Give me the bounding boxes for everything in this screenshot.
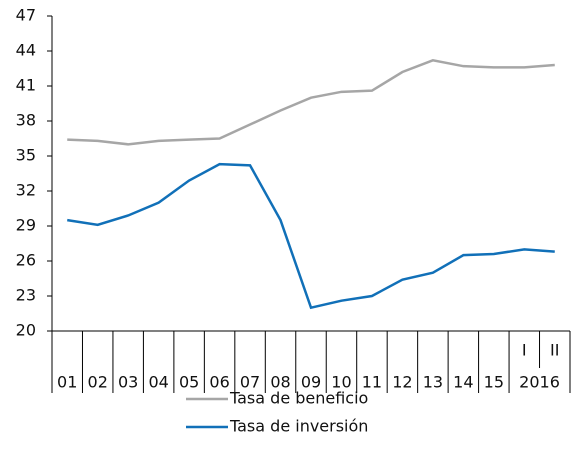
x-tick-label: 10 xyxy=(331,373,351,392)
y-tick-label: 35 xyxy=(16,146,36,165)
y-tick-label: 41 xyxy=(16,76,36,95)
x-tick-label: 04 xyxy=(148,373,168,392)
x-tick-label: 13 xyxy=(423,373,443,392)
y-tick-label: 26 xyxy=(16,251,36,270)
y-tick-label: 20 xyxy=(16,321,36,340)
line-series xyxy=(67,162,555,310)
legend-label: Tasa de inversión xyxy=(229,417,368,436)
x-tick-label: I xyxy=(522,341,527,360)
legend-label: Tasa de beneficio xyxy=(229,389,368,408)
x-tick-label: 12 xyxy=(392,373,412,392)
y-tick-label: 23 xyxy=(16,286,36,305)
y-tick-label: 29 xyxy=(16,216,36,235)
x-tick-label: 01 xyxy=(57,373,77,392)
x-tick-label: II xyxy=(550,341,559,360)
x-tick-label: 09 xyxy=(301,373,321,392)
x-tick-label: 06 xyxy=(209,373,229,392)
x-tick-label: 11 xyxy=(362,373,382,392)
y-tick-label: 44 xyxy=(16,41,36,60)
line-series xyxy=(67,59,555,146)
y-tick-label: 32 xyxy=(16,181,36,200)
x-tick-label: 02 xyxy=(88,373,108,392)
x-tick-label: 08 xyxy=(270,373,290,392)
y-tick-label: 47 xyxy=(16,6,36,25)
x-tick-label: 05 xyxy=(179,373,199,392)
y-tick-label: 38 xyxy=(16,111,36,130)
x-tick-label: 15 xyxy=(484,373,504,392)
x-tick-label: 07 xyxy=(240,373,260,392)
x-tick-label: 03 xyxy=(118,373,138,392)
x-tick-label: 14 xyxy=(453,373,473,392)
x-group-label: 2016 xyxy=(519,373,560,392)
